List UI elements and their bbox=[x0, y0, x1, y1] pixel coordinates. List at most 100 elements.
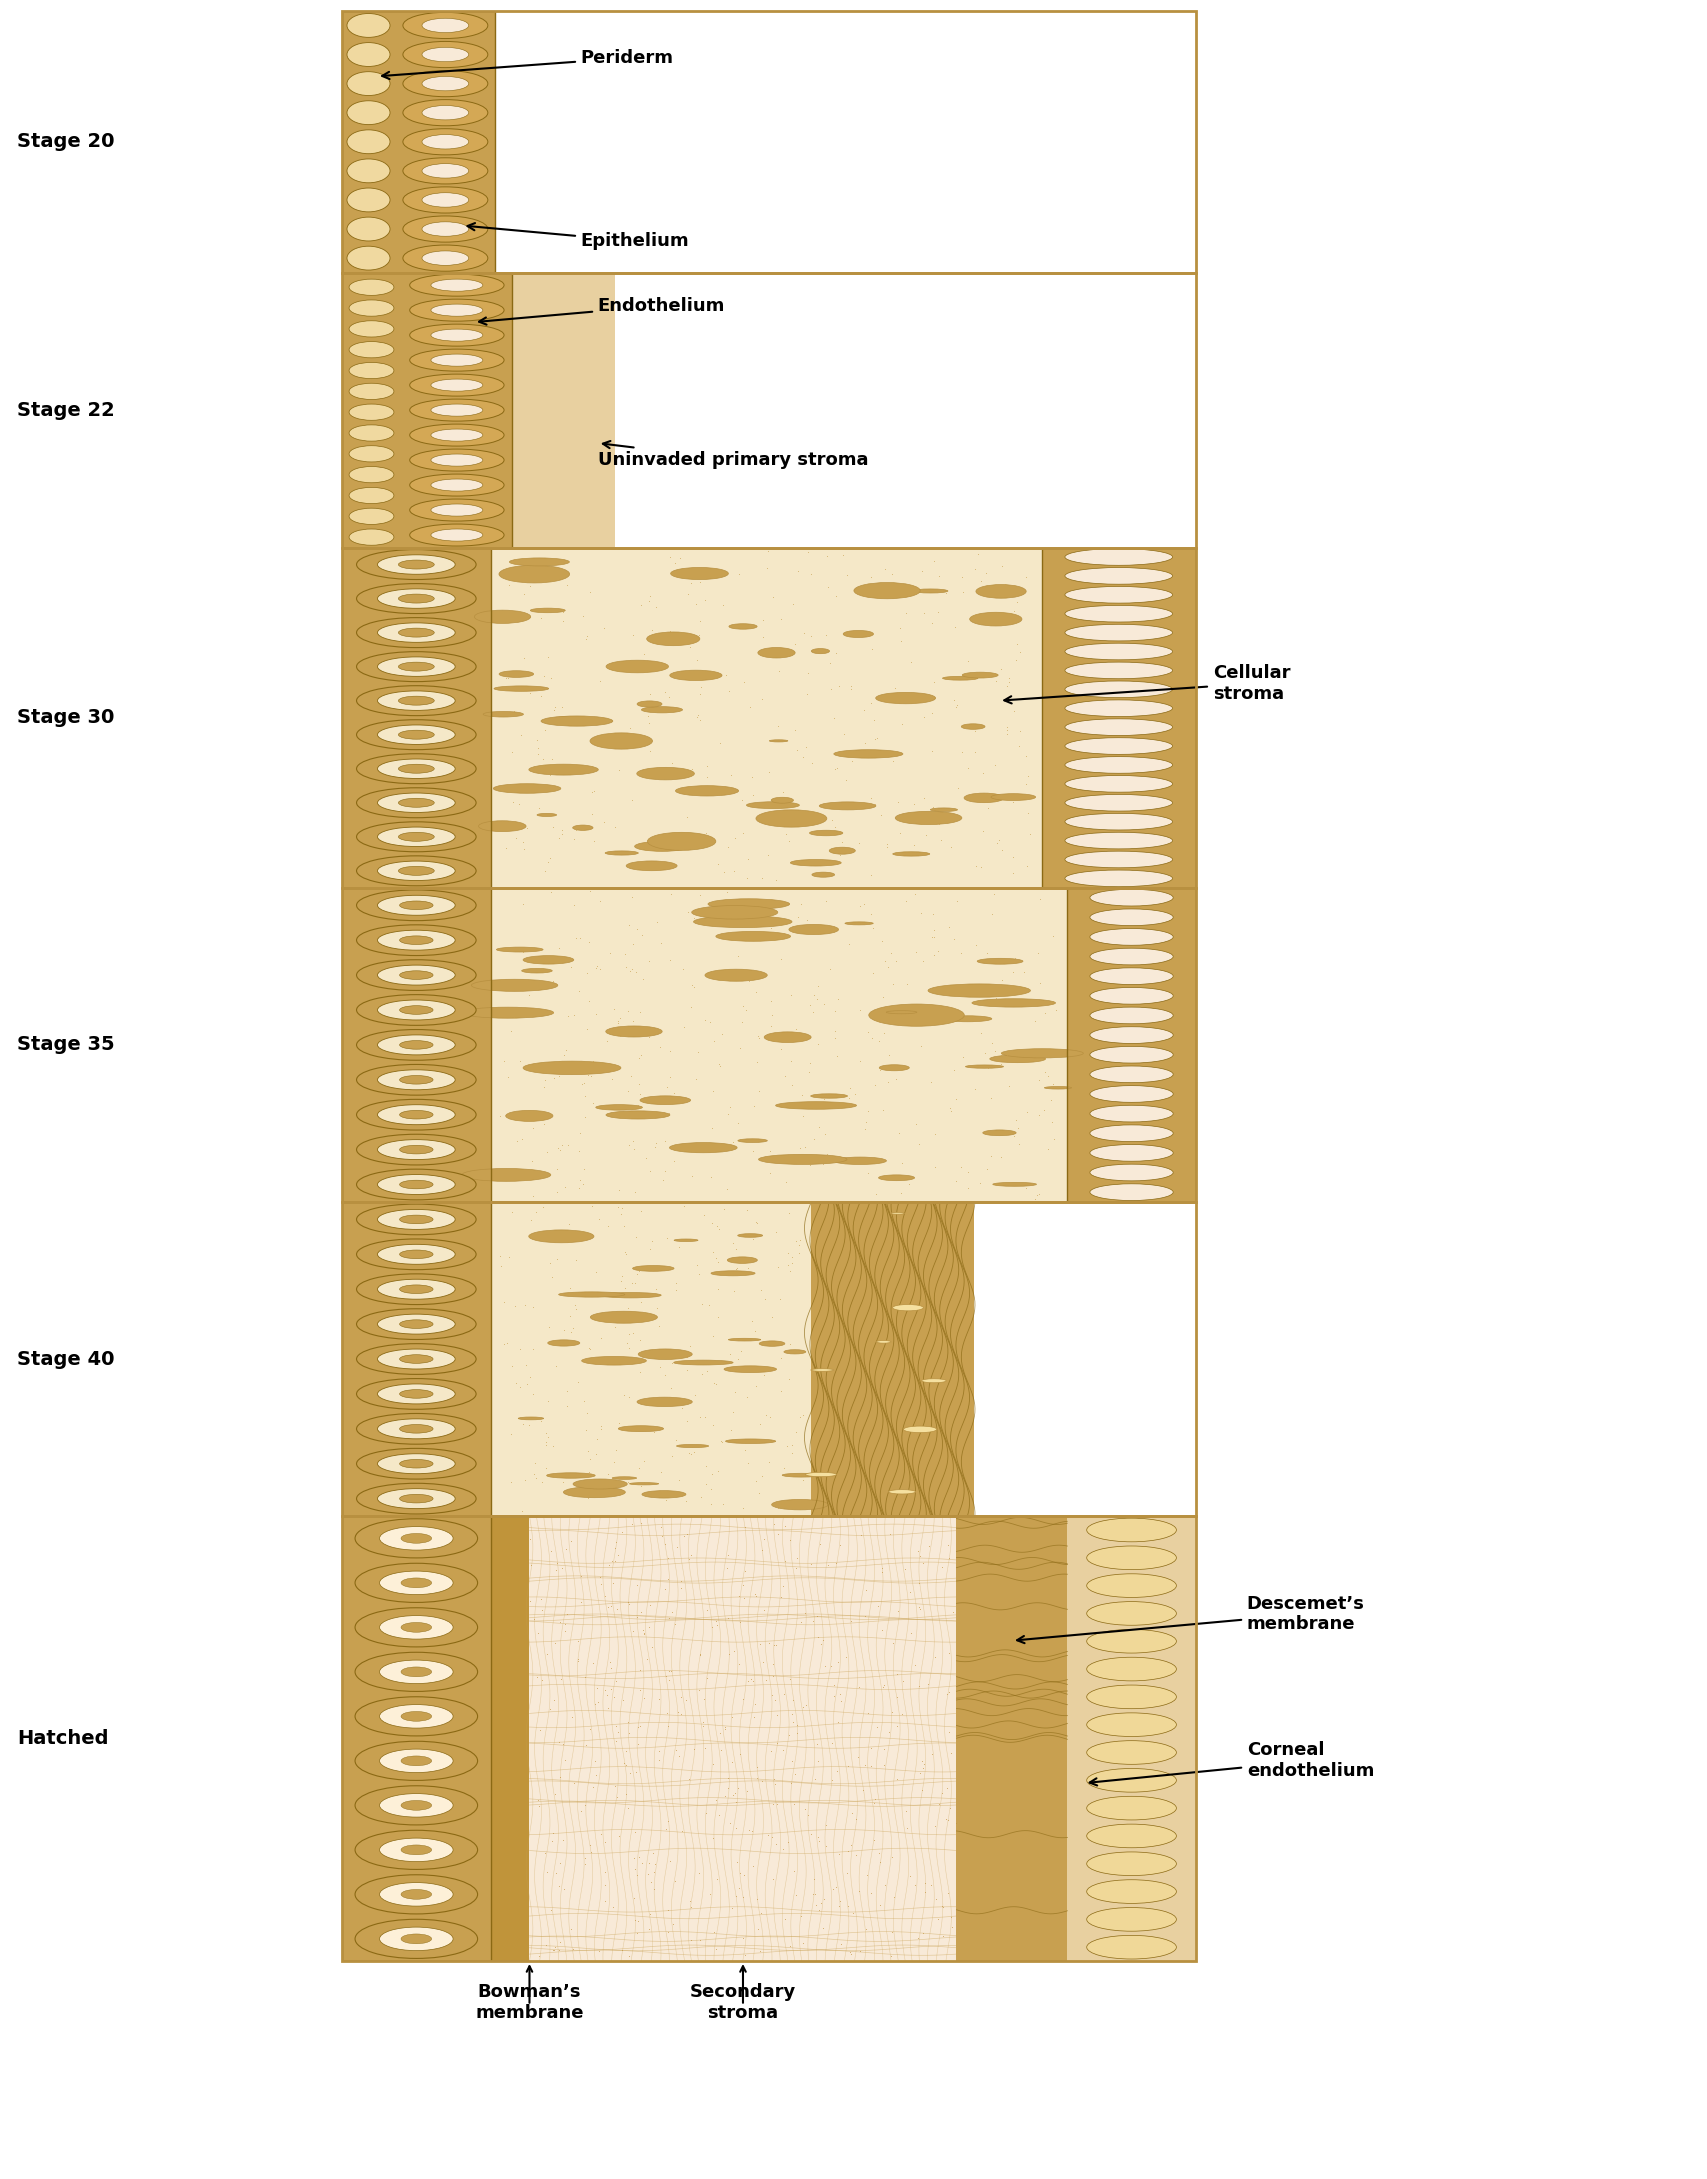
Ellipse shape bbox=[806, 1473, 836, 1477]
Point bbox=[724, 939, 751, 974]
Ellipse shape bbox=[758, 647, 795, 658]
Point bbox=[877, 1695, 905, 1730]
Point bbox=[495, 1240, 522, 1275]
Point bbox=[802, 1887, 830, 1922]
Point bbox=[1024, 1063, 1052, 1098]
Point bbox=[778, 1743, 806, 1778]
Point bbox=[1000, 1118, 1028, 1153]
Point bbox=[613, 950, 640, 985]
Ellipse shape bbox=[399, 1286, 434, 1294]
Point bbox=[970, 756, 997, 791]
Point bbox=[794, 902, 821, 937]
Point bbox=[534, 1384, 562, 1419]
Point bbox=[695, 1288, 722, 1323]
Point bbox=[766, 1373, 794, 1408]
Point bbox=[879, 1626, 906, 1660]
Point bbox=[993, 1037, 1021, 1072]
Point bbox=[760, 1508, 787, 1543]
Ellipse shape bbox=[401, 1623, 432, 1632]
Point bbox=[717, 1240, 744, 1275]
Point bbox=[865, 1835, 893, 1870]
Ellipse shape bbox=[727, 1338, 760, 1340]
Point bbox=[731, 1510, 758, 1545]
Point bbox=[865, 1052, 893, 1087]
Point bbox=[884, 1116, 912, 1151]
Point bbox=[714, 1769, 741, 1804]
Ellipse shape bbox=[422, 48, 468, 61]
Point bbox=[654, 1541, 681, 1575]
Ellipse shape bbox=[572, 826, 592, 830]
Point bbox=[536, 1891, 563, 1926]
Point bbox=[625, 1726, 652, 1761]
Point bbox=[770, 1018, 797, 1052]
Bar bbox=[341, 1517, 492, 1961]
Ellipse shape bbox=[674, 787, 737, 795]
Point bbox=[685, 617, 712, 652]
Point bbox=[792, 730, 819, 765]
Ellipse shape bbox=[790, 859, 842, 865]
Point bbox=[1012, 850, 1040, 885]
Ellipse shape bbox=[758, 1155, 847, 1164]
Point bbox=[681, 586, 708, 621]
Point bbox=[785, 1222, 813, 1257]
Point bbox=[761, 1682, 789, 1717]
Ellipse shape bbox=[357, 686, 476, 715]
Point bbox=[673, 1403, 700, 1438]
Point bbox=[630, 1617, 657, 1652]
Point bbox=[777, 1765, 804, 1800]
Point bbox=[615, 1464, 642, 1499]
Point bbox=[591, 1824, 618, 1859]
Point bbox=[582, 1758, 609, 1793]
Point bbox=[626, 1708, 654, 1743]
Point bbox=[662, 1423, 690, 1458]
Point bbox=[608, 1259, 635, 1294]
Point bbox=[586, 1201, 613, 1235]
Point bbox=[568, 1066, 596, 1100]
Point bbox=[727, 1334, 754, 1368]
Point bbox=[860, 787, 888, 821]
Bar bbox=[341, 887, 492, 1203]
Point bbox=[708, 586, 736, 621]
Point bbox=[555, 1207, 582, 1242]
Ellipse shape bbox=[348, 488, 394, 503]
Point bbox=[623, 1599, 650, 1634]
Point bbox=[966, 1166, 993, 1201]
Point bbox=[490, 1327, 517, 1362]
Point bbox=[582, 1255, 609, 1290]
Point bbox=[811, 1116, 838, 1151]
Ellipse shape bbox=[1065, 699, 1171, 717]
Point bbox=[823, 580, 850, 614]
Point bbox=[565, 1623, 592, 1658]
Point bbox=[961, 734, 988, 769]
Ellipse shape bbox=[422, 76, 468, 92]
Point bbox=[565, 974, 592, 1009]
Point bbox=[802, 983, 830, 1018]
Point bbox=[666, 540, 693, 575]
Point bbox=[743, 1761, 770, 1795]
Point bbox=[601, 1769, 628, 1804]
Point bbox=[703, 1209, 731, 1244]
Point bbox=[620, 1005, 647, 1039]
Point bbox=[533, 1636, 560, 1671]
Point bbox=[737, 1660, 765, 1695]
Point bbox=[693, 747, 720, 782]
Point bbox=[539, 963, 567, 998]
Text: Stage 22: Stage 22 bbox=[17, 401, 114, 421]
Point bbox=[705, 1244, 732, 1279]
Point bbox=[625, 1039, 652, 1074]
Point bbox=[686, 678, 714, 713]
Ellipse shape bbox=[758, 1340, 785, 1347]
Ellipse shape bbox=[347, 159, 389, 183]
Point bbox=[925, 558, 953, 593]
Point bbox=[929, 1776, 956, 1811]
Point bbox=[917, 1867, 944, 1902]
Point bbox=[787, 1604, 814, 1639]
Point bbox=[655, 614, 683, 649]
Point bbox=[509, 824, 536, 859]
Text: Hatched: Hatched bbox=[17, 1730, 109, 1748]
Point bbox=[883, 1656, 910, 1691]
Point bbox=[527, 601, 555, 636]
Point bbox=[633, 1641, 661, 1676]
Point bbox=[724, 1870, 751, 1904]
Point bbox=[719, 1124, 746, 1159]
